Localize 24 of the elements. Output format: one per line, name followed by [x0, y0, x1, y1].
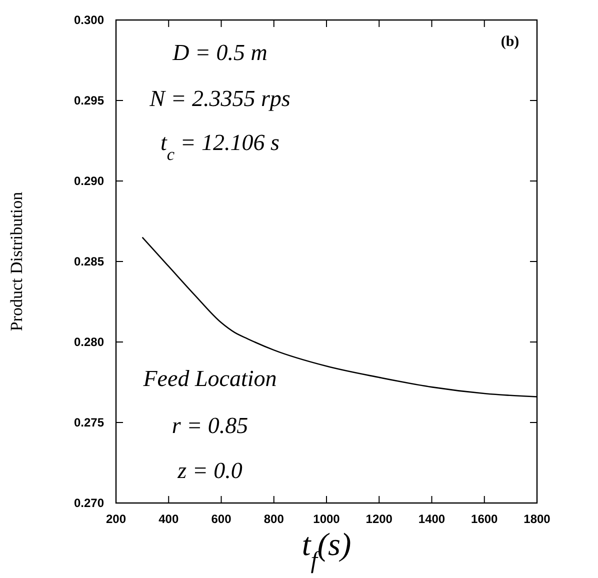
- y-tick-label: 0.280: [74, 335, 104, 349]
- y-tick-label: 0.285: [74, 254, 104, 268]
- x-tick-label: 1800: [524, 512, 551, 526]
- y-tick-label: 0.275: [74, 416, 104, 430]
- x-tick-label: 1200: [366, 512, 393, 526]
- x-tick-label: 1600: [471, 512, 498, 526]
- annotation: r = 0.85: [172, 413, 248, 438]
- y-tick-label: 0.300: [74, 13, 104, 27]
- annotation: (b): [500, 34, 520, 50]
- annotation: z = 0.0: [176, 458, 243, 483]
- annotation: t$_{c}$ = 12.106 s: [160, 130, 280, 164]
- annotation: N = 2.3355 rps: [148, 86, 290, 111]
- x-tick-label: 1000: [313, 512, 340, 526]
- x-tick-label: 1400: [418, 512, 446, 526]
- y-axis-title: Product Distribution: [7, 191, 26, 332]
- x-tick-label: 600: [211, 512, 232, 526]
- y-tick-label: 0.290: [74, 174, 104, 188]
- x-tick-label: 200: [106, 512, 126, 526]
- annotation: Feed Location: [142, 366, 277, 391]
- x-tick-label: 400: [158, 512, 179, 526]
- y-tick-label: 0.295: [74, 94, 104, 108]
- annotation: D = 0.5 m: [172, 40, 268, 65]
- x-tick-label: 800: [264, 512, 284, 526]
- y-tick-label: 0.270: [74, 496, 104, 510]
